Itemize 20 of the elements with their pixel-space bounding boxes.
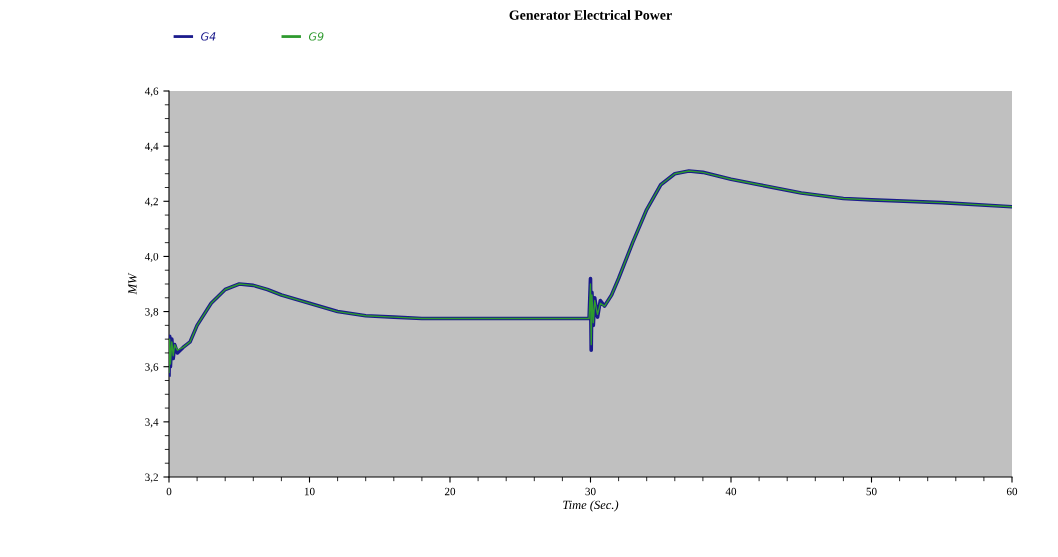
y-tick-label: 3,2 bbox=[145, 473, 158, 483]
x-axis-title: Time (Sec.) bbox=[563, 500, 619, 512]
x-tick-label: 60 bbox=[1006, 487, 1018, 496]
x-tick-label: 0 bbox=[166, 487, 172, 496]
x-tick-label: 50 bbox=[866, 487, 877, 496]
y-tick-label: 4,6 bbox=[144, 87, 159, 97]
y-tick-label: 4,4 bbox=[144, 142, 159, 152]
legend-label: G9 bbox=[308, 32, 324, 41]
x-tick-label: 10 bbox=[304, 487, 315, 496]
x-tick-label: 20 bbox=[444, 487, 456, 496]
x-tick-label: 30 bbox=[585, 487, 596, 496]
y-tick-label: 3,4 bbox=[145, 418, 159, 428]
legend-label: G4 bbox=[201, 32, 216, 41]
chart-title: Generator Electrical Power bbox=[509, 10, 672, 20]
y-tick-label: 3,8 bbox=[145, 308, 159, 318]
y-tick-label: 4,2 bbox=[144, 197, 158, 207]
y-tick-label: 3,6 bbox=[145, 363, 159, 373]
x-tick-label: 40 bbox=[725, 487, 737, 496]
y-axis-title: MW bbox=[128, 272, 137, 295]
y-tick-label: 4,0 bbox=[144, 252, 159, 262]
